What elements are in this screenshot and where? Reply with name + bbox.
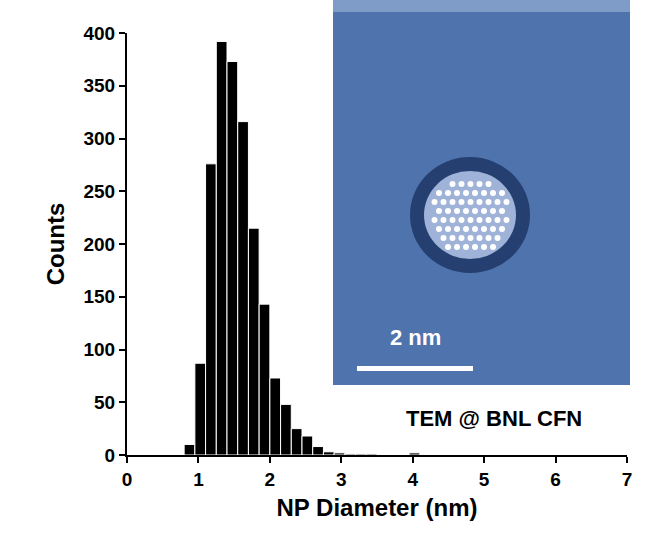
svg-text:NP Diameter (nm): NP Diameter (nm) bbox=[277, 494, 478, 521]
svg-text:150: 150 bbox=[83, 286, 115, 307]
svg-text:100: 100 bbox=[83, 339, 115, 360]
svg-text:2: 2 bbox=[265, 469, 276, 490]
svg-text:0: 0 bbox=[105, 445, 116, 466]
svg-text:350: 350 bbox=[83, 75, 115, 96]
svg-text:5: 5 bbox=[479, 469, 490, 490]
svg-text:3: 3 bbox=[336, 469, 347, 490]
svg-text:2 nm: 2 nm bbox=[390, 325, 441, 350]
svg-text:Counts: Counts bbox=[42, 203, 69, 286]
svg-text:0: 0 bbox=[122, 469, 133, 490]
svg-text:6: 6 bbox=[550, 469, 561, 490]
svg-text:250: 250 bbox=[83, 181, 115, 202]
svg-text:1: 1 bbox=[193, 469, 204, 490]
svg-text:TEM @ BNL CFN: TEM @ BNL CFN bbox=[406, 406, 582, 431]
svg-text:200: 200 bbox=[83, 234, 115, 255]
svg-text:400: 400 bbox=[83, 23, 115, 44]
svg-text:7: 7 bbox=[622, 469, 633, 490]
svg-text:50: 50 bbox=[94, 392, 115, 413]
svg-text:4: 4 bbox=[407, 469, 418, 490]
svg-text:300: 300 bbox=[83, 128, 115, 149]
